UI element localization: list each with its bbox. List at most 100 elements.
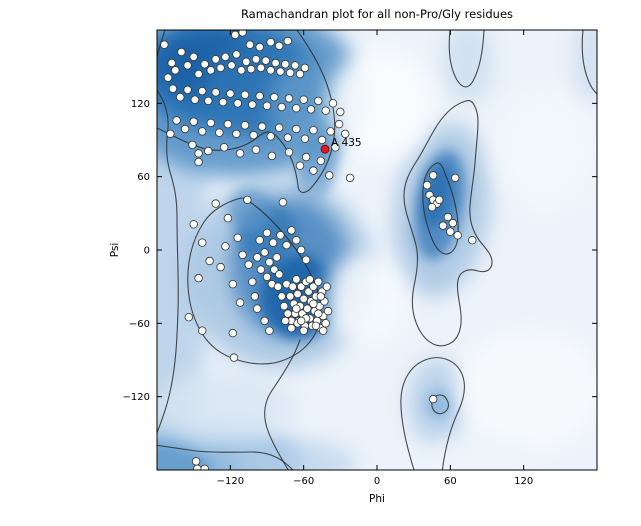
data-point — [331, 143, 340, 152]
data-point — [245, 40, 255, 49]
contour-path — [581, 30, 597, 95]
data-point — [451, 173, 460, 183]
density-map — [157, 30, 597, 470]
data-point — [183, 61, 192, 70]
data-point — [309, 282, 318, 291]
data-point — [197, 238, 207, 247]
data-point — [219, 143, 229, 152]
data-point — [197, 326, 207, 335]
data-point — [277, 292, 286, 301]
data-point — [197, 86, 207, 96]
data-point — [172, 116, 181, 125]
data-point — [256, 63, 266, 73]
data-point — [190, 95, 200, 104]
data-point — [211, 199, 220, 208]
data-point — [233, 99, 242, 108]
y-tick-label: −60 — [129, 319, 150, 330]
data-point — [218, 97, 228, 107]
data-point — [194, 149, 203, 158]
data-point — [184, 313, 193, 322]
data-point — [284, 94, 294, 103]
data-point — [232, 129, 241, 139]
data-point — [255, 42, 264, 52]
data-point — [334, 119, 344, 129]
data-point — [183, 85, 192, 95]
data-point — [299, 95, 308, 104]
data-point — [321, 319, 330, 328]
x-tick-label: 60 — [444, 476, 457, 487]
data-point — [309, 299, 318, 308]
data-point — [284, 147, 294, 157]
data-point — [191, 457, 201, 466]
x-tick-label: 120 — [514, 476, 533, 487]
data-point — [163, 73, 173, 82]
data-point — [232, 50, 241, 59]
data-point — [438, 221, 448, 230]
data-point — [468, 235, 477, 245]
data-point — [204, 96, 213, 106]
data-point — [240, 121, 250, 130]
data-point — [262, 272, 272, 282]
data-point — [287, 226, 296, 235]
density-blob — [233, 440, 357, 470]
data-point — [206, 66, 215, 75]
data-point — [286, 68, 295, 77]
data-point — [223, 119, 233, 129]
data-point — [288, 282, 297, 291]
data-point — [275, 123, 284, 132]
data-point — [204, 146, 213, 156]
data-point — [306, 105, 316, 114]
data-point — [321, 106, 330, 115]
data-point — [243, 195, 252, 205]
data-point — [446, 227, 455, 236]
data-point — [293, 289, 302, 299]
contour-path — [157, 89, 179, 435]
data-point — [281, 316, 290, 326]
data-point — [317, 135, 327, 145]
data-point — [167, 58, 176, 68]
data-point — [230, 30, 240, 40]
contour-path — [157, 30, 166, 60]
data-point — [160, 40, 169, 49]
data-point — [292, 275, 301, 284]
data-point — [237, 66, 246, 75]
data-point — [275, 41, 284, 51]
data-point — [326, 127, 335, 136]
data-point — [316, 156, 325, 165]
data-point — [292, 235, 301, 245]
data-point — [189, 52, 198, 62]
data-point — [194, 69, 203, 79]
density-blob — [328, 49, 432, 161]
plot-title: Ramachandran plot for all non-Pro/Gly re… — [241, 7, 513, 21]
contour-path — [264, 339, 301, 470]
data-point — [286, 292, 295, 301]
data-point — [197, 127, 207, 136]
data-point — [297, 316, 306, 326]
data-point — [205, 256, 214, 266]
data-point — [283, 36, 292, 46]
data-point — [200, 464, 209, 470]
data-point — [309, 125, 318, 135]
data-point — [189, 117, 198, 126]
data-point — [422, 180, 432, 190]
data-point — [189, 220, 198, 229]
data-point — [305, 275, 314, 284]
data-point — [328, 99, 338, 108]
data-point — [266, 38, 275, 47]
density-blob — [493, 88, 597, 212]
data-point — [257, 122, 267, 131]
density-blob — [458, 330, 597, 450]
data-point — [292, 103, 301, 113]
density-blob — [157, 370, 295, 446]
data-point — [266, 66, 275, 75]
x-tick-label: −120 — [217, 476, 244, 487]
data-point — [166, 129, 175, 139]
data-point — [241, 57, 251, 66]
outlier-marker: A 435 — [320, 137, 362, 154]
data-point — [341, 129, 350, 139]
data-point — [290, 61, 300, 70]
residue-points — [160, 30, 477, 470]
data-point — [283, 309, 292, 318]
data-point — [345, 173, 355, 183]
